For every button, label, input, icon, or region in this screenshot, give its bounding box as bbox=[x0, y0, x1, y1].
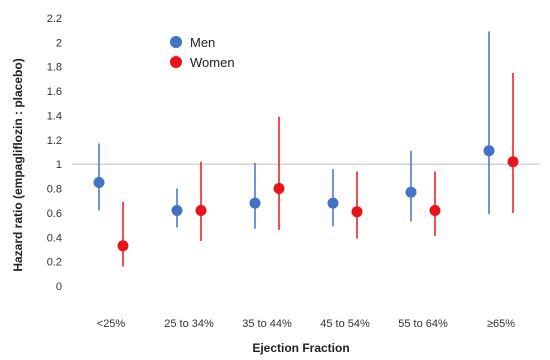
point-men bbox=[171, 204, 183, 216]
legend: Men Women bbox=[170, 35, 235, 70]
point-men bbox=[483, 145, 495, 157]
y-tick-label: 1.6 bbox=[47, 86, 62, 98]
point-men bbox=[93, 176, 105, 188]
point-women bbox=[117, 240, 129, 252]
point-men bbox=[405, 186, 417, 198]
y-tick-label: 0 bbox=[56, 281, 62, 293]
point-women bbox=[273, 183, 285, 195]
y-tick-label: 1.4 bbox=[47, 110, 62, 122]
point-men bbox=[327, 197, 339, 209]
y-tick-label: 2 bbox=[56, 37, 62, 49]
legend-label-men: Men bbox=[190, 35, 215, 50]
x-tick-label: 55 to 64% bbox=[398, 318, 448, 330]
y-tick-label: 0.2 bbox=[47, 257, 62, 269]
y-tick-label: 1 bbox=[56, 159, 62, 171]
y-tick-label: 0.6 bbox=[47, 208, 62, 220]
data-marks bbox=[93, 31, 519, 267]
x-axis-ticks: <25% 25 to 34% 35 to 44% 45 to 54% 55 to 64%… bbox=[97, 318, 515, 330]
x-tick-label: 35 to 44% bbox=[242, 318, 292, 330]
y-tick-label: 2.2 bbox=[47, 13, 62, 25]
x-tick-label: <25% bbox=[97, 318, 126, 330]
x-tick-label: 45 to 54% bbox=[320, 318, 370, 330]
x-axis-title: Ejection Fraction bbox=[252, 341, 349, 355]
legend-label-women: Women bbox=[190, 55, 235, 70]
point-women bbox=[507, 156, 519, 168]
x-tick-label: ≥65% bbox=[487, 318, 515, 330]
y-axis-title: Hazard ratio (empagliflozin : placebo) bbox=[11, 58, 25, 271]
y-tick-label: 1.8 bbox=[47, 62, 62, 74]
legend-marker-women bbox=[170, 56, 182, 68]
y-tick-label: 0.8 bbox=[47, 184, 62, 196]
y-axis-ticks: 0 0.2 0.4 0.6 0.8 1 1.2 1.4 1.6 1.8 2 2.2 bbox=[47, 13, 62, 293]
point-men bbox=[249, 197, 261, 209]
x-tick-label: 25 to 34% bbox=[164, 318, 214, 330]
y-tick-label: 0.4 bbox=[47, 232, 62, 244]
point-women bbox=[195, 204, 207, 216]
point-women bbox=[429, 204, 441, 216]
y-tick-label: 1.2 bbox=[47, 135, 62, 147]
point-women bbox=[351, 206, 363, 218]
legend-marker-men bbox=[170, 36, 182, 48]
